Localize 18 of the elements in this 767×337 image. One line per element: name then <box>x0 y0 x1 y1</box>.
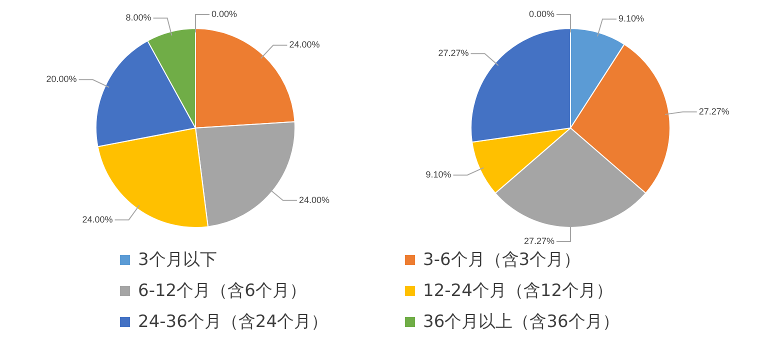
legend-label: 3个月以下 <box>138 249 217 271</box>
data-label: 9.10% <box>618 14 644 24</box>
data-label: 24.00% <box>298 194 330 205</box>
legend-label: 6-12个月（含6个月） <box>138 280 306 302</box>
legend-label: 3-6个月（含3个月） <box>423 249 581 271</box>
data-label: 27.27% <box>438 48 469 58</box>
text: 0.00% <box>528 8 554 19</box>
legend-label: 36个月以上（含36个月） <box>423 311 620 333</box>
data-label: 24.00% <box>82 214 113 224</box>
text: 0.00% <box>212 8 238 19</box>
legend-label: 12-24个月（含12个月） <box>423 280 614 302</box>
data-label: 24.00% <box>289 40 320 50</box>
data-label: 27.27% <box>524 236 554 246</box>
data-label: 27.27% <box>698 106 730 116</box>
data-label: 20.00% <box>46 74 77 84</box>
data-label: 8.00% <box>126 12 152 23</box>
data-label: 9.10% <box>426 170 452 180</box>
legend-label: 24-36个月（含24个月） <box>138 311 328 333</box>
